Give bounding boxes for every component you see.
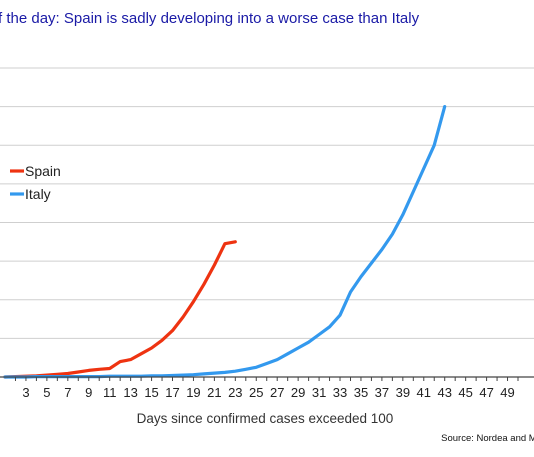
- x-tick-label: 9: [85, 385, 92, 400]
- series-line-spain: [3, 240, 237, 379]
- x-tick-label: 11: [103, 385, 117, 400]
- x-tick-label: 43: [437, 385, 451, 400]
- x-tick-label: 35: [354, 385, 368, 400]
- legend-label-spain: Spain: [25, 163, 61, 179]
- x-tick-label: 23: [228, 385, 242, 400]
- x-tick-label: 21: [207, 385, 221, 400]
- x-tick-label: 39: [396, 385, 410, 400]
- series-lines: [3, 105, 447, 379]
- x-tick-label: 7: [64, 385, 71, 400]
- series-line-italy: [3, 105, 447, 379]
- legend: Spain Italy: [10, 163, 61, 202]
- chart-title: f the day: Spain is sadly developing int…: [0, 10, 420, 27]
- x-tick-label: 33: [333, 385, 347, 400]
- x-tick-label: 13: [123, 385, 137, 400]
- x-tick-label: 49: [500, 385, 514, 400]
- source-note: Source: Nordea and Ma: [441, 433, 534, 444]
- x-tick-label: 37: [375, 385, 389, 400]
- x-tick-label: 29: [291, 385, 305, 400]
- legend-label-italy: Italy: [25, 186, 51, 202]
- x-tick-label: 17: [165, 385, 179, 400]
- x-tick-label: 31: [312, 385, 326, 400]
- x-tick-label: 3: [22, 385, 29, 400]
- x-tick-label: 27: [270, 385, 284, 400]
- gridlines: [0, 67, 534, 378]
- x-tick-label: 5: [43, 385, 50, 400]
- x-axis: 3 5 7 9 11 13 15 17 19 21 23 25 27 29 31 33 35 37 39 41 43 45…: [0, 376, 534, 400]
- x-axis-label: Days since confirmed cases exceeded 100: [137, 411, 394, 426]
- x-tick-label: 41: [417, 385, 431, 400]
- x-tick-label: 15: [144, 385, 158, 400]
- x-tick-label: 25: [249, 385, 263, 400]
- x-tick-label: 47: [479, 385, 493, 400]
- x-tick-label: 45: [458, 385, 472, 400]
- x-tick-label: 19: [186, 385, 200, 400]
